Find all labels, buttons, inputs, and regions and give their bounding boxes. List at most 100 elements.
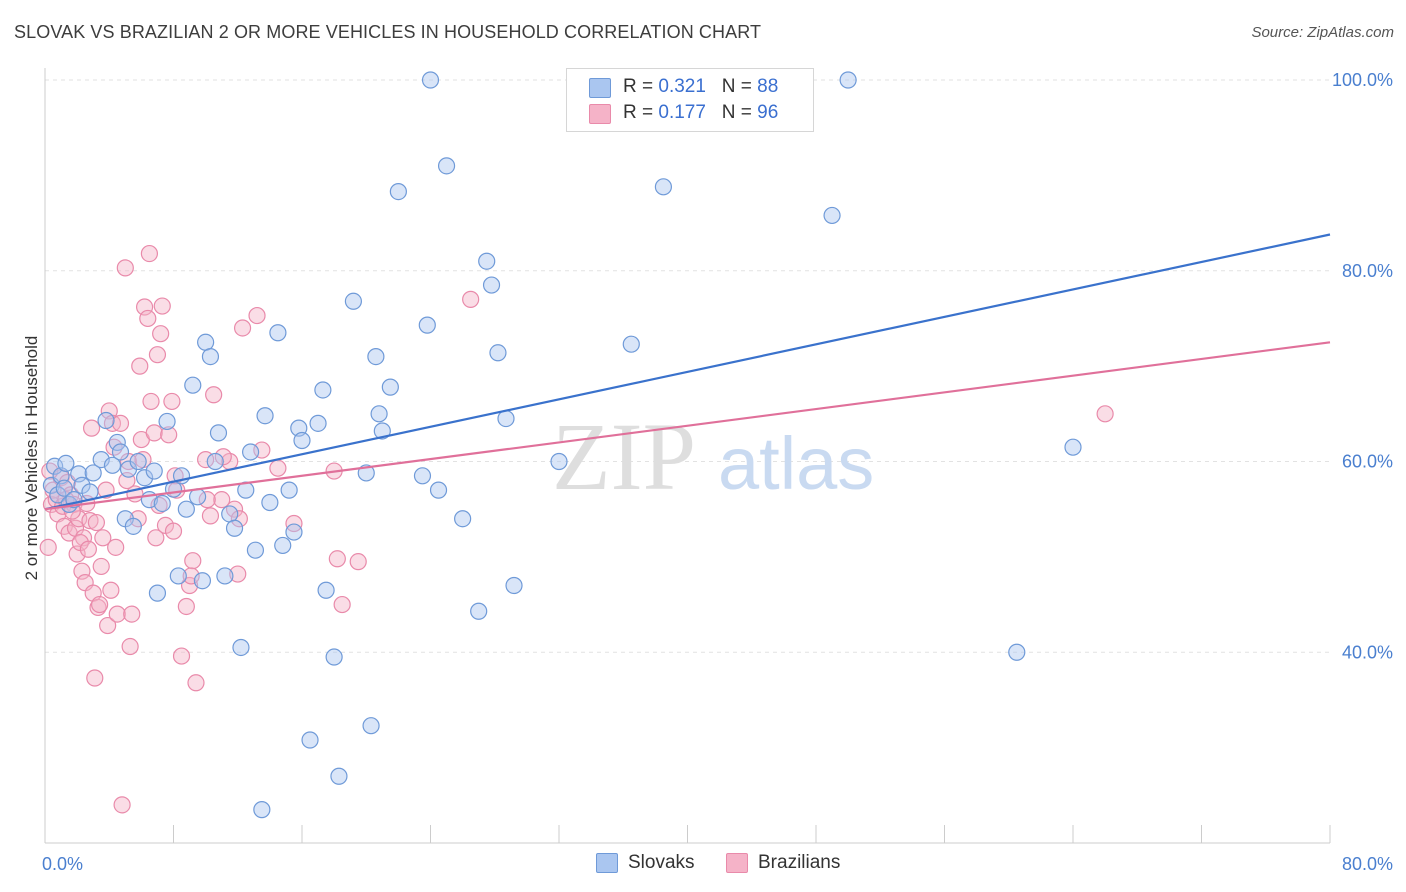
axes	[44, 68, 1331, 844]
brazilian-trend-line	[44, 341, 1331, 511]
y-tick-label: 100.0%	[1332, 70, 1393, 90]
brazilian-point	[160, 426, 178, 444]
slovak-point	[470, 602, 488, 620]
slovaks-r-value: 0.321	[658, 76, 706, 97]
slovak-point	[839, 71, 857, 89]
brazilian-point	[205, 386, 223, 404]
slovak-point	[216, 567, 234, 585]
slovak-point	[330, 767, 348, 785]
brazilian-point	[79, 540, 97, 558]
brazilian-point	[184, 552, 202, 570]
brazilian-point	[163, 392, 181, 411]
source-label: Source: ZipAtlas.com	[1251, 24, 1394, 41]
brazilian-point	[102, 581, 120, 599]
brazilian-point	[148, 346, 167, 364]
slovak-point	[184, 376, 202, 394]
slovak-point	[285, 523, 303, 541]
brazilian-point	[214, 448, 232, 466]
slovak-point	[46, 457, 64, 475]
slovak-point	[269, 324, 287, 342]
slovak-point	[482, 276, 501, 294]
slovak-point	[654, 178, 673, 196]
slovak-point	[145, 462, 163, 480]
brazilian-point	[230, 510, 248, 528]
slovak-point	[314, 381, 332, 399]
slovak-point	[301, 731, 319, 749]
slovak-trend-line	[44, 233, 1331, 511]
brazilian-point	[107, 538, 125, 556]
slovak-point	[153, 494, 171, 513]
brazilian-point	[177, 597, 195, 616]
slovak-point	[197, 333, 215, 351]
brazilian-point	[233, 319, 252, 337]
brazilian-point	[182, 567, 200, 585]
slovak-point	[246, 541, 265, 559]
brazilian-point	[269, 459, 287, 477]
brazilians-r-value: 0.177	[658, 102, 706, 123]
brazilian-point	[113, 796, 131, 814]
bottom-slovaks-label: Slovaks	[628, 852, 695, 873]
x-tick-label: 80.0%	[1342, 854, 1393, 874]
brazilian-point	[172, 647, 191, 665]
brazilian-point	[92, 557, 110, 576]
slovak-point	[97, 411, 115, 430]
slovak-point	[429, 481, 448, 499]
slovak-point	[1064, 438, 1082, 456]
slovaks-n-value: 88	[757, 76, 779, 97]
slovak-point	[242, 443, 260, 461]
brazilian-point	[39, 538, 57, 556]
slovak-point	[55, 479, 73, 497]
brazilian-point	[147, 529, 165, 547]
brazilian-point	[225, 500, 244, 518]
watermark-zip: ZIP	[552, 403, 696, 510]
slovak-point	[437, 157, 456, 175]
brazilian-point	[87, 513, 106, 532]
data-points	[39, 71, 1114, 819]
brazilian-point	[116, 259, 134, 277]
brazilian-point	[198, 491, 216, 509]
slovak-point	[232, 638, 250, 657]
slovak-point	[421, 71, 440, 89]
brazilian-point	[349, 553, 367, 571]
brazilian-point	[145, 424, 163, 442]
slovaks-n-label: N =	[721, 76, 758, 97]
brazilian-point	[111, 414, 130, 432]
brazilians-n-value: 96	[757, 102, 779, 123]
bottom-slovaks-swatch	[596, 853, 618, 873]
slovak-point	[367, 347, 385, 366]
slovak-point	[177, 500, 195, 518]
brazilian-point	[81, 512, 99, 530]
brazilian-point	[187, 674, 205, 692]
slovak-point	[158, 412, 176, 431]
slovak-point	[823, 206, 841, 225]
slovak-point	[325, 648, 343, 666]
slovak-point	[478, 252, 496, 270]
slovak-point	[454, 510, 472, 528]
slovak-point	[135, 469, 154, 487]
slovak-point	[344, 292, 362, 310]
slovaks-swatch	[589, 78, 611, 98]
slovak-point	[108, 433, 126, 452]
slovak-point	[293, 431, 311, 450]
slovak-point	[505, 576, 523, 595]
slovak-point	[370, 405, 388, 423]
y-tick-label: 60.0%	[1342, 452, 1393, 472]
brazilian-point	[41, 462, 59, 480]
slovak-point	[274, 536, 292, 555]
brazilian-point	[328, 550, 346, 568]
slovak-point	[193, 572, 212, 590]
slovak-point	[57, 454, 75, 473]
slovak-point	[225, 519, 244, 537]
slovak-point	[497, 409, 515, 428]
slovak-point	[389, 182, 407, 201]
y-tick-label: 80.0%	[1342, 261, 1393, 281]
slovak-point	[169, 567, 187, 585]
brazilian-point	[333, 595, 351, 614]
slovak-point	[622, 335, 640, 353]
y-tick-label: 40.0%	[1342, 642, 1393, 662]
slovak-point	[309, 414, 327, 432]
brazilian-point	[213, 491, 231, 509]
slovaks-r-label: R =	[623, 76, 659, 97]
brazilian-point	[82, 419, 101, 437]
